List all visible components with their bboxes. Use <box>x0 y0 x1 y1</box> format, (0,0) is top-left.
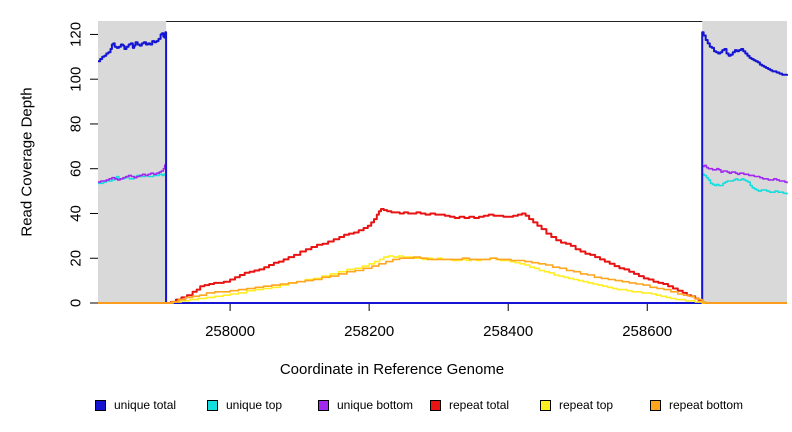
series-unique-total <box>98 31 788 304</box>
y-tick-label: 100 <box>68 67 85 92</box>
legend-label: repeat top <box>559 398 614 412</box>
legend-swatch-unique-top <box>207 399 218 411</box>
legend: unique total unique top unique bottom re… <box>0 396 792 416</box>
series-unique-bottom <box>98 163 788 304</box>
x-tick-label: 258400 <box>483 323 533 340</box>
legend-label: repeat bottom <box>669 398 744 412</box>
legend-label: unique bottom <box>337 398 414 412</box>
series-repeat-bottom <box>98 256 787 304</box>
legend-item-unique-top: unique top <box>207 396 282 414</box>
legend-item-repeat-total: repeat total <box>430 396 509 414</box>
y-tick-label: 80 <box>68 116 85 133</box>
legend-swatch-repeat-bottom <box>650 399 661 411</box>
shaded-region <box>702 21 787 303</box>
y-tick-label: 20 <box>68 250 85 267</box>
y-tick-label: 40 <box>68 205 85 222</box>
y-axis-title: Read Coverage Depth <box>18 87 36 237</box>
legend-label: repeat total <box>449 398 510 412</box>
series-repeat-total <box>98 208 787 304</box>
legend-swatch-unique-total <box>95 399 106 411</box>
x-tick-label: 258200 <box>344 323 394 340</box>
series-unique-top <box>98 173 788 304</box>
legend-swatch-repeat-total <box>430 399 441 411</box>
legend-label: unique top <box>226 398 283 412</box>
y-tick-label: 60 <box>68 160 85 177</box>
x-axis-title: Coordinate in Reference Genome <box>279 361 505 378</box>
x-tick-label: 258000 <box>205 323 255 340</box>
y-tick-label: 0 <box>68 299 85 307</box>
legend-label: unique total <box>114 398 177 412</box>
y-tick-label: 120 <box>68 22 85 47</box>
legend-item-repeat-bottom: repeat bottom <box>650 396 743 414</box>
legend-item-repeat-top: repeat top <box>540 396 613 414</box>
shaded-region <box>98 21 167 303</box>
legend-swatch-unique-bottom <box>318 399 329 411</box>
legend-swatch-repeat-top <box>540 399 551 411</box>
x-tick-label: 258600 <box>622 323 672 340</box>
legend-item-unique-total: unique total <box>95 396 176 414</box>
legend-item-unique-bottom: unique bottom <box>318 396 413 414</box>
